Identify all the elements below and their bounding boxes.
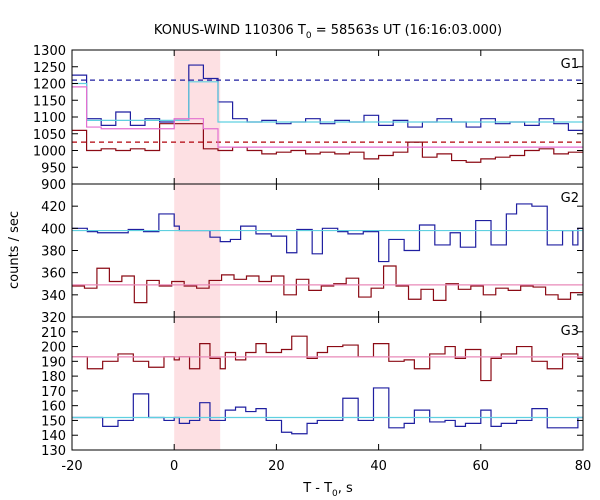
x-tick-label: 40 [370,459,387,474]
y-tick-label: 160 [41,400,66,415]
x-tick-label: -20 [61,459,82,474]
y-tick-label: 170 [41,385,66,400]
y-tick-label: 1300 [33,44,66,59]
y-tick-label: 180 [41,370,66,385]
y-tick-label: 1200 [33,78,66,93]
y-tick-label: 1000 [33,145,66,160]
highlight-band [174,184,221,317]
y-tick-label: 360 [41,267,66,282]
series-g2-blue [72,203,584,263]
panel-frame [71,316,584,451]
panel-frame [71,49,584,185]
x-axis-label-main: T - T [302,481,332,496]
y-tick-label: 130 [41,444,66,459]
x-tick-label: 60 [473,459,490,474]
panel-label: G2 [561,191,579,206]
y-tick-label: 380 [41,245,66,260]
series-g1-cyan [72,81,583,123]
series-g1-pink [72,86,583,148]
x-tick-label: 80 [575,459,592,474]
series-g1-darkred [72,123,583,163]
x-axis-label: T - T0, s [302,481,353,499]
y-tick-label: 950 [41,161,66,176]
y-tick-label: 1050 [33,128,66,143]
y-tick-label: 400 [41,222,66,237]
x-tick-label: 0 [170,459,178,474]
series-g2-darkred [72,265,583,304]
y-tick-label: 420 [41,200,66,215]
panels-group: 9009501000105011001150120012501300G13203… [33,44,591,474]
x-tick-label: 20 [268,459,285,474]
y-tick-label: 210 [41,326,66,341]
panel-label: G1 [561,57,579,72]
figure-title-subscript: 0 [306,31,312,41]
figure-title-tail: = 58563s UT (16:16:03.000) [312,23,502,38]
y-tick-label: 320 [41,311,66,326]
panel-g2: 320 340 360 380 400 420 G2 [41,183,584,326]
figure-title: KONUS-WIND 110306 T0 = 58563s UT (16:16:… [154,23,502,41]
y-tick-label: 900 [41,178,66,193]
y-tick-label: 140 [41,429,66,444]
series-g3-darkred [72,335,583,382]
y-axis-label: counts / sec [7,211,22,289]
series-g3-blue [72,387,583,435]
y-tick-label: 190 [41,355,66,370]
panel-frame [71,183,584,318]
panel-label: G3 [561,324,579,339]
y-tick-label: 1100 [33,111,66,126]
highlight-band [174,317,221,450]
highlight-band [174,50,221,184]
figure-title-main: KONUS-WIND 110306 T [154,23,306,38]
x-axis-label-subscript: 0 [332,489,338,499]
y-tick-label: 1150 [33,94,66,109]
y-tick-label: 200 [41,341,66,356]
y-tick-label: 1250 [33,61,66,76]
x-axis-label-tail: , s [338,481,353,496]
y-tick-label: 150 [41,414,66,429]
y-tick-label: 340 [41,289,66,304]
